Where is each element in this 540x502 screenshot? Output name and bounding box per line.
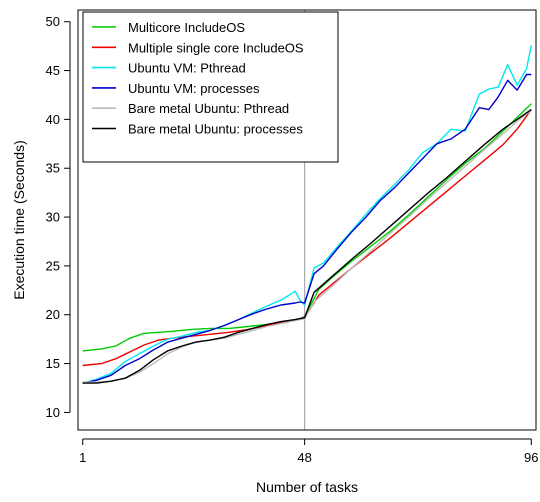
legend-label: Ubuntu VM: processes — [128, 81, 260, 96]
legend-label: Ubuntu VM: Pthread — [128, 61, 246, 76]
series-line-3 — [82, 45, 532, 384]
y-tick-label: 45 — [46, 63, 60, 78]
series-layer — [82, 45, 532, 384]
axis-layer: 10 15 20 25 30 35 40 45 50 1 48 96 — [46, 14, 539, 465]
x-tick-label: 1 — [79, 450, 86, 465]
series-line-6 — [82, 109, 532, 384]
y-tick-label: 50 — [46, 14, 60, 29]
x-axis-title: Number of tasks — [256, 479, 358, 495]
x-tick-label: 48 — [297, 450, 311, 465]
y-tick-label: 40 — [46, 112, 60, 127]
series-line-5 — [82, 110, 532, 383]
series-line-4 — [82, 73, 532, 384]
legend-label: Multicore IncludeOS — [128, 20, 245, 35]
y-tick-label: 10 — [46, 405, 60, 420]
x-tick-label: 96 — [524, 450, 538, 465]
legend-label: Multiple single core IncludeOS — [128, 40, 304, 55]
y-tick-label: 20 — [46, 307, 60, 322]
y-tick-label: 25 — [46, 258, 60, 273]
y-axis-title: Execution time (Seconds) — [11, 140, 27, 300]
legend: Multicore IncludeOS Multiple single core … — [82, 11, 339, 163]
legend-box — [82, 11, 339, 163]
plot-frame — [77, 9, 537, 431]
legend-label: Bare metal Ubuntu: Pthread — [128, 101, 289, 116]
y-tick-label: 30 — [46, 210, 60, 225]
y-tick-label: 35 — [46, 161, 60, 176]
y-tick-label: 15 — [46, 356, 60, 371]
legend-label: Bare metal Ubuntu: processes — [128, 122, 303, 137]
